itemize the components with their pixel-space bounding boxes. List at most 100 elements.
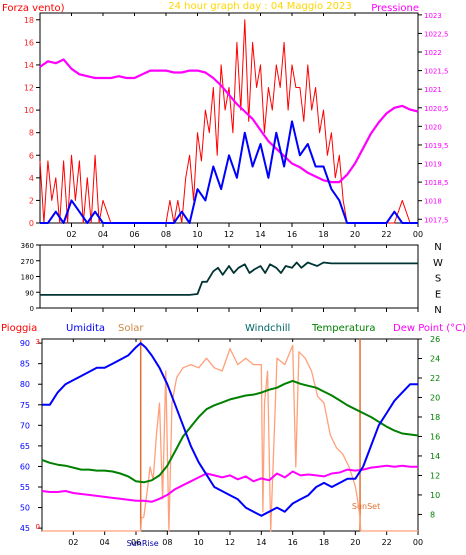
humidity-tick-label: 60: [20, 462, 30, 471]
x-tick-label: 00: [413, 230, 423, 239]
x-tick-label: 20: [350, 230, 360, 239]
compass-label: N: [434, 242, 441, 253]
wind-gust-line: [39, 19, 418, 224]
pressure-axis-title: Pressione: [371, 3, 419, 14]
temp-tick-label: 26: [430, 335, 440, 344]
sunset-label: SunSet: [352, 502, 380, 511]
x-tick-label: 06: [131, 538, 141, 547]
temp-tick-label: 18: [430, 413, 440, 422]
x-tick-label: 08: [162, 538, 172, 547]
wind-pressure-plot-area: [39, 12, 419, 224]
x-tick-label: 04: [98, 230, 108, 239]
compass-label: S: [435, 274, 441, 285]
y-left-tick-label: 18: [24, 16, 34, 25]
humidity-label: Umidita: [66, 323, 105, 334]
humidity-tick-label: 65: [20, 442, 30, 451]
x-tick-label: 18: [319, 538, 329, 547]
direction-tick-label: 0: [30, 305, 34, 313]
solar-line: [42, 344, 418, 532]
temp-tick-label: 10: [430, 491, 440, 500]
x-tick-label: 02: [66, 230, 76, 239]
temp-tick-label: 14: [430, 452, 440, 461]
y-right-tick-label: 1022,5: [424, 30, 449, 38]
direction-tick-label: 90: [25, 289, 34, 297]
humidity-tick-label: 85: [20, 360, 30, 369]
x-tick-label: 10: [194, 538, 204, 547]
compass-label: W: [433, 258, 443, 269]
humidity-tick-label: 50: [20, 504, 30, 513]
x-tick-label: 16: [287, 230, 297, 239]
humidity-tick-label: 75: [20, 401, 30, 410]
x-tick-label: 16: [288, 538, 298, 547]
x-tick-label: 02: [68, 538, 78, 547]
y-right-tick-label: 1021: [424, 86, 442, 94]
y-left-tick-label: 2: [29, 196, 34, 205]
dewpoint-label: Dew Point (°C): [393, 323, 466, 334]
x-tick-label: 14: [256, 538, 266, 547]
y-left-tick-label: 12: [24, 84, 34, 93]
x-tick-label: 18: [318, 230, 328, 239]
y-right-tick-label: 1020,5: [424, 105, 449, 113]
temp-tick-label: 22: [430, 374, 440, 383]
y-left-tick-label: 4: [29, 174, 34, 183]
temp-tick-label: 24: [430, 354, 440, 363]
x-tick-label: 08: [161, 230, 171, 239]
solar-label: Solar: [118, 323, 144, 334]
temp-humidity-plot-area: [41, 338, 419, 532]
x-tick-label: 22: [381, 230, 391, 239]
direction-tick-label: 360: [21, 242, 34, 250]
y-right-tick-label: 1019,5: [424, 142, 449, 150]
humidity-tick-label: 80: [20, 380, 30, 389]
humidity-tick-label: 70: [20, 421, 30, 430]
y-right-tick-label: 1023: [424, 12, 442, 20]
y-left-tick-label: 0: [29, 219, 34, 228]
rain-label: Pioggia: [1, 323, 37, 334]
wind-average-line: [40, 120, 418, 224]
direction-tick-label: 180: [21, 274, 34, 282]
x-tick-label: 12: [225, 538, 235, 547]
x-tick-label: 00: [413, 538, 423, 547]
temp-tick-label: 8: [430, 510, 435, 519]
temperature-label: Temperatura: [311, 323, 376, 334]
humidity-tick-label: 55: [20, 483, 30, 492]
y-right-tick-label: 1018: [424, 198, 442, 206]
y-left-tick-label: 10: [24, 106, 34, 115]
dewpoint-line: [41, 464, 418, 503]
compass-label: E: [435, 289, 441, 300]
windchill-label: Windchill: [245, 323, 290, 334]
y-left-tick-label: 8: [29, 129, 34, 138]
y-right-tick-label: 1022: [424, 49, 442, 57]
wind-axis-title: Forza vento): [2, 3, 65, 14]
temperature-line: [41, 379, 419, 484]
temp-tick-label: 20: [430, 393, 440, 402]
x-tick-label: 04: [100, 538, 110, 547]
humidity-tick-label: 45: [20, 524, 30, 533]
x-tick-label: 22: [382, 538, 392, 547]
y-left-tick-label: 14: [24, 61, 34, 70]
y-right-tick-label: 1021,5: [424, 68, 449, 76]
x-tick-label: 20: [350, 538, 360, 547]
y-right-tick-label: 1019: [424, 161, 442, 169]
temp-tick-label: 16: [430, 432, 440, 441]
x-tick-label: 10: [192, 230, 202, 239]
x-tick-label: 12: [224, 230, 234, 239]
x-tick-label: 14: [255, 230, 265, 239]
humidity-tick-label: 90: [20, 339, 30, 348]
pressure-line: [39, 58, 419, 184]
sunrise-label: SunRise: [127, 539, 159, 548]
rain-tick-label: 0: [36, 523, 40, 531]
y-right-tick-label: 1020: [424, 123, 442, 131]
humidity-line: [42, 342, 418, 517]
y-right-tick-label: 1017,5: [424, 216, 449, 224]
y-left-tick-label: 6: [29, 151, 34, 160]
wind-direction-plot-area: [39, 244, 419, 309]
y-left-tick-label: 16: [24, 38, 34, 47]
compass-label: N: [434, 305, 441, 316]
chart-title: 24 hour graph day : 04 Maggio 2023: [168, 1, 351, 12]
rain-tick-label: 3: [36, 338, 40, 346]
y-right-tick-label: 1018,5: [424, 179, 449, 187]
wind-direction-line: [40, 261, 418, 296]
direction-tick-label: 270: [21, 258, 34, 266]
temp-tick-label: 12: [430, 471, 440, 480]
